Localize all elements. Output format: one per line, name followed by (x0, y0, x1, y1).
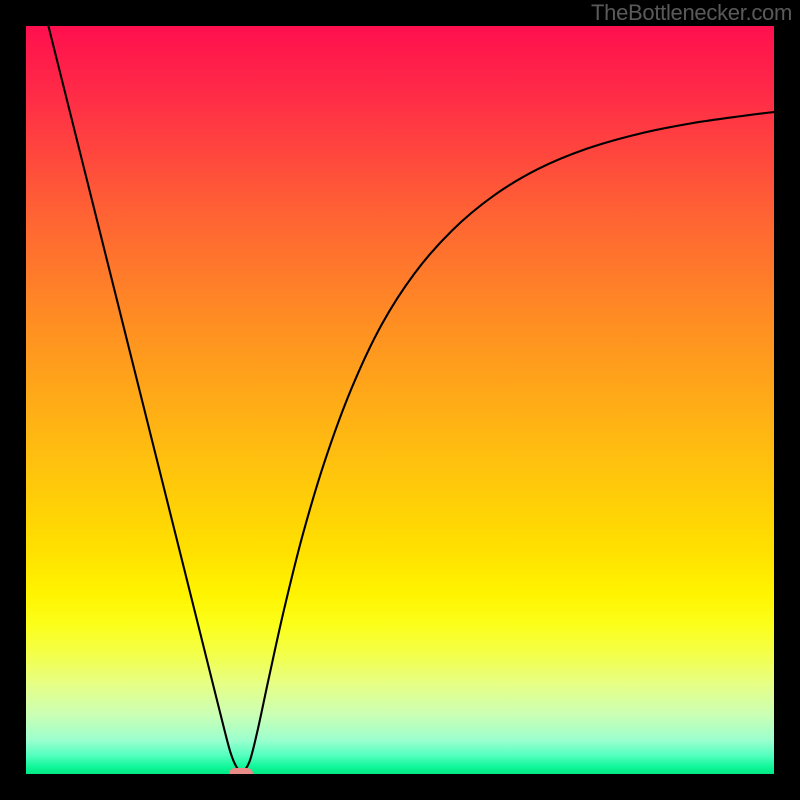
frame-border (0, 0, 800, 800)
frame (0, 0, 800, 800)
watermark: TheBottlenecker.com (591, 0, 792, 26)
chart-container: TheBottlenecker.com (0, 0, 800, 800)
